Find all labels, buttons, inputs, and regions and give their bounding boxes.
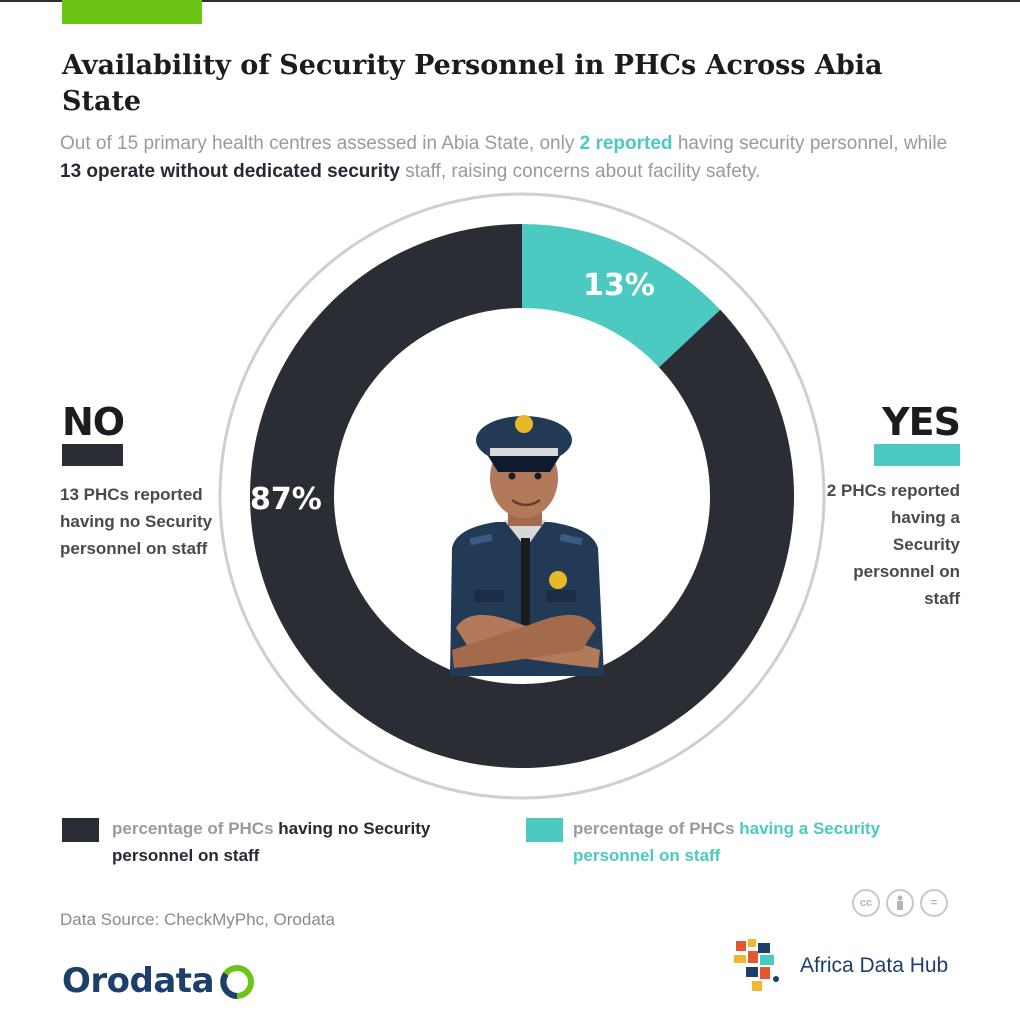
legend-no-label: having no Security personnel on staff xyxy=(112,819,431,865)
data-source: Data Source: CheckMyPhc, Orodata xyxy=(60,910,335,929)
africa-map-icon xyxy=(734,939,779,991)
no-description: 13 PHCs reported having no Security pers… xyxy=(60,485,213,558)
subtitle-text: staff, raising concerns about facility s… xyxy=(399,161,761,182)
subtitle-highlight-no: 13 operate without dedicated security xyxy=(60,161,400,182)
subtitle-text: Out of 15 primary health centres assesse… xyxy=(60,133,580,154)
cap-badge-icon xyxy=(515,415,533,433)
police-officer-illustration xyxy=(450,415,604,676)
africa-data-hub-text: Africa Data Hub xyxy=(800,954,949,977)
subtitle-highlight-yes: 2 reported xyxy=(579,133,673,154)
subtitle-text: having security personnel, while xyxy=(672,133,948,154)
legend-no-prefix: percentage of PHCs xyxy=(112,819,279,838)
creative-commons-icon[interactable]: cc xyxy=(852,889,880,917)
legend-item-yes: percentage of PHCs having a Security per… xyxy=(573,815,953,869)
no-color-swatch xyxy=(62,444,123,466)
accent-bar xyxy=(62,0,202,24)
orodata-logo-text: Orodata xyxy=(62,961,215,1001)
chart-title: Availability of Security Personnel in PH… xyxy=(62,50,883,117)
legend-yes-label: having a Security personnel on staff xyxy=(573,819,881,865)
data-label-no: 87% xyxy=(250,482,322,517)
license-icons: cc = xyxy=(852,889,948,917)
legend-swatch-no xyxy=(62,818,99,842)
badge-icon xyxy=(549,571,567,589)
yes-color-swatch xyxy=(874,444,960,466)
legend-swatch-yes xyxy=(526,818,563,842)
orodata-ring-icon xyxy=(220,965,255,999)
no-derivatives-icon[interactable]: = xyxy=(920,889,948,917)
orodata-logo[interactable]: Orodata xyxy=(62,960,258,1002)
legend-yes-prefix: percentage of PHCs xyxy=(573,819,740,838)
legend-item-no: percentage of PHCs having no Security pe… xyxy=(112,815,492,869)
attribution-icon[interactable] xyxy=(886,889,914,917)
data-label-yes: 13% xyxy=(583,268,655,303)
yes-description: 2 PHCs reported having a Security person… xyxy=(826,481,960,608)
yes-heading: YES xyxy=(882,400,961,444)
africa-data-hub-logo[interactable]: Africa Data Hub xyxy=(730,935,948,997)
no-heading: NO xyxy=(62,400,125,444)
chart-subtitle: Out of 15 primary health centres assesse… xyxy=(60,130,970,186)
top-rule xyxy=(0,0,1020,2)
